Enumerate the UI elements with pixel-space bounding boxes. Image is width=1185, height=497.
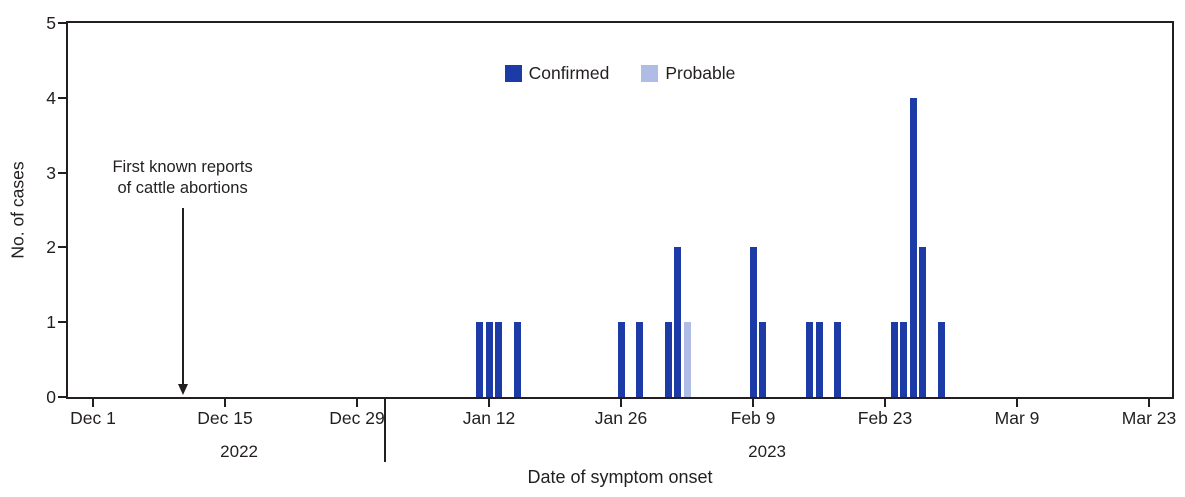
- x-tick: [884, 399, 886, 407]
- x-tick: [224, 399, 226, 407]
- y-tick: [58, 171, 66, 174]
- y-tick-label: 2: [46, 237, 56, 258]
- annotation-arrow-head-icon: [177, 384, 188, 395]
- bar-confirmed: [674, 247, 682, 397]
- bar-confirmed: [513, 322, 521, 397]
- bar-confirmed: [494, 322, 502, 397]
- year-label: 2023: [748, 442, 787, 461]
- bar-confirmed: [900, 322, 908, 397]
- plot-area: Dec 1 Dec 15 Dec 29 Jan 12 Jan 26 Feb 9 Feb 23…: [46, 13, 1176, 428]
- y-tick-label: 0: [46, 387, 56, 407]
- y-tick-label: 4: [46, 87, 56, 108]
- legend-label: Confirmed: [528, 63, 610, 83]
- annotation-text: First known reports of cattle abortions: [112, 158, 253, 197]
- chart-legend: Confirmed Probable: [68, 63, 1172, 84]
- x-tick: [488, 399, 490, 407]
- x-tick-label: Dec 1: [70, 408, 116, 428]
- x-tick-label: Feb 9: [730, 408, 776, 428]
- y-tick: [58, 396, 66, 398]
- x-tick: [356, 399, 358, 407]
- bar-confirmed: [909, 97, 917, 397]
- x-tick-label: Feb 23: [857, 408, 913, 428]
- bar-confirmed: [636, 322, 644, 397]
- bar-confirmed: [476, 322, 484, 397]
- bar-confirmed: [834, 322, 842, 397]
- x-tick: [1148, 399, 1150, 407]
- x-tick-label: Jan 26: [594, 408, 648, 428]
- x-tick: [620, 399, 622, 407]
- bar-confirmed: [617, 322, 625, 397]
- legend-label: Probable: [665, 63, 736, 83]
- year-label: 2022: [220, 442, 259, 461]
- x-tick-label: Dec 15: [197, 408, 253, 428]
- y-tick-label: 5: [46, 13, 56, 33]
- bar-confirmed: [919, 247, 927, 397]
- bar-probable: [683, 322, 691, 397]
- y-tick: [58, 96, 66, 99]
- legend-item-confirmed: Confirmed: [504, 63, 610, 84]
- confirmed-swatch-icon: [504, 65, 522, 82]
- x-tick-label: Mar 9: [994, 408, 1040, 428]
- bar-confirmed: [815, 322, 823, 397]
- bar-confirmed: [664, 322, 672, 397]
- bar-confirmed: [938, 322, 946, 397]
- x-tick: [92, 399, 94, 407]
- y-tick: [58, 22, 66, 24]
- y-tick-label: 3: [46, 162, 56, 183]
- x-tick-label: Dec 29: [329, 408, 385, 428]
- y-tick-label: 1: [46, 312, 56, 333]
- x-tick-label: Jan 12: [462, 408, 516, 428]
- y-tick: [58, 246, 66, 249]
- bar-confirmed: [485, 322, 493, 397]
- probable-swatch-icon: [641, 65, 659, 82]
- annotation-arrow-line: [181, 208, 184, 386]
- bar-confirmed: [890, 322, 898, 397]
- y-tick: [58, 321, 66, 324]
- x-tick-label: Mar 23: [1121, 408, 1177, 428]
- year-divider-line: [384, 397, 387, 462]
- bar-confirmed: [749, 247, 757, 397]
- x-axis-title: Date of symptom onset: [527, 467, 713, 487]
- x-tick: [752, 399, 754, 407]
- x-tick: [1016, 399, 1018, 407]
- legend-item-probable: Probable: [641, 63, 735, 84]
- bar-confirmed: [806, 322, 814, 397]
- bar-confirmed: [758, 322, 766, 397]
